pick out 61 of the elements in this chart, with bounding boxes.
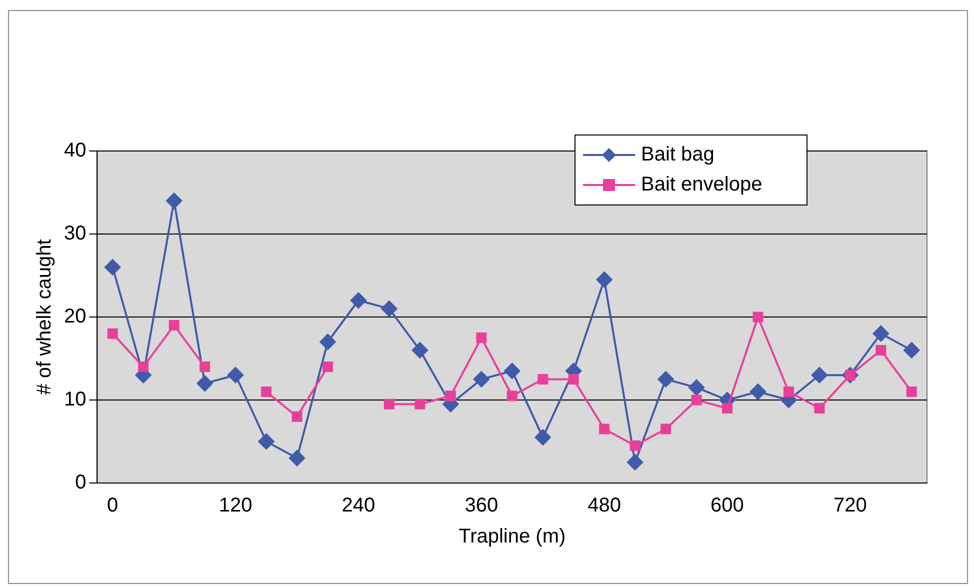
point [660, 424, 672, 434]
x-tick-label: 720 [833, 494, 867, 517]
point [722, 403, 732, 414]
x-tick-label: 600 [710, 494, 744, 517]
x-tick-label: 240 [342, 494, 376, 517]
y-tick-label: 10 [64, 388, 86, 411]
point [166, 192, 182, 209]
point [506, 390, 518, 402]
point [258, 434, 274, 450]
point [414, 398, 426, 410]
point [104, 259, 121, 276]
x-tick-label: 120 [218, 494, 252, 517]
y-tick-label: 30 [64, 222, 86, 245]
point [627, 454, 644, 470]
x-tick-label: 480 [588, 494, 622, 517]
y-tick-label: 20 [64, 306, 86, 328]
point [538, 374, 548, 384]
point [320, 334, 336, 350]
point [906, 386, 917, 397]
point [658, 371, 674, 388]
point [196, 375, 213, 392]
point [138, 362, 149, 372]
point [445, 390, 456, 402]
point [168, 320, 180, 331]
point [688, 380, 705, 396]
point [412, 342, 428, 358]
x-axis-title: Trapline (m) [458, 526, 566, 548]
y-tick-label: 0 [75, 472, 86, 494]
point [289, 450, 305, 466]
point [904, 342, 920, 358]
point [630, 440, 640, 451]
point [596, 272, 612, 288]
point [872, 326, 889, 342]
point [228, 367, 244, 384]
point [381, 300, 398, 317]
point [691, 394, 702, 406]
point [107, 328, 118, 339]
point [783, 386, 794, 397]
point [292, 411, 302, 422]
y-axis-title: # of whelk caught [34, 238, 56, 395]
point [750, 384, 766, 400]
point [200, 362, 210, 372]
point [322, 362, 333, 372]
point [350, 292, 366, 308]
y-tick-label: 40 [64, 140, 86, 162]
legend-label: Bait bag [641, 144, 714, 166]
x-tick-label: 0 [107, 494, 118, 517]
point [504, 362, 520, 379]
point [261, 386, 272, 397]
point [876, 344, 886, 356]
point [476, 332, 487, 343]
x-tick-label: 360 [464, 494, 498, 517]
point [384, 398, 394, 410]
point [534, 429, 551, 446]
point [568, 374, 579, 384]
point [752, 312, 764, 322]
legend-label: Bait envelope [641, 174, 762, 196]
point [814, 403, 825, 414]
point [599, 424, 610, 434]
point [811, 367, 828, 384]
point [473, 371, 490, 388]
